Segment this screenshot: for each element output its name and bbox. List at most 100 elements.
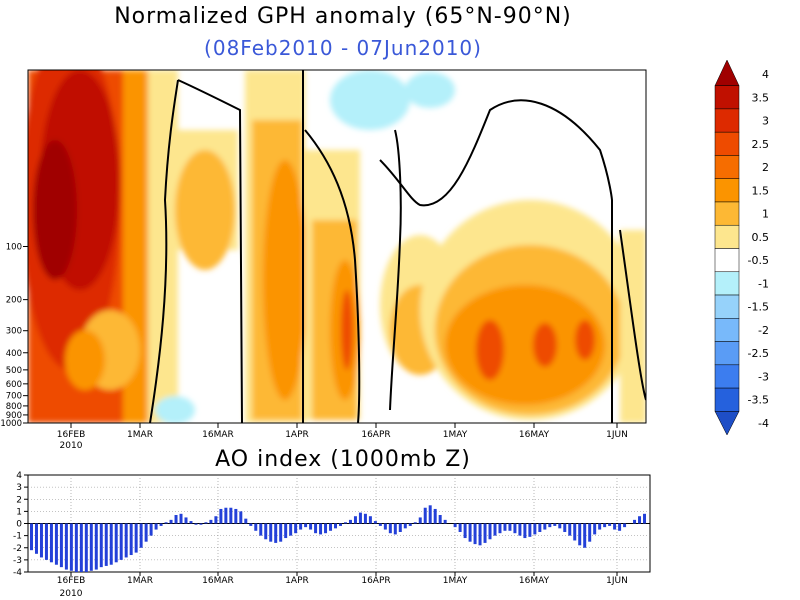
main-y-tick-label: 200: [6, 296, 22, 306]
ao-bar: [184, 517, 188, 524]
ao-x-tick-label: 1APR: [285, 576, 309, 586]
ao-bar: [533, 523, 537, 535]
main-y-tick-label: 800: [6, 402, 22, 412]
colorbar-segment: [714, 201, 740, 226]
ao-bar: [274, 523, 278, 543]
ao-bar: [109, 523, 113, 565]
colorbar-segment: [714, 85, 740, 110]
ao-bar: [164, 522, 168, 524]
ao-bar: [179, 513, 183, 524]
ao-bar: [114, 523, 118, 563]
ao-bar: [608, 523, 612, 526]
colorbar-label: 3.5: [752, 91, 770, 104]
main-x-tick-label: 16MAR: [202, 430, 234, 440]
ao-bar: [423, 507, 427, 524]
main-x-axis: 16FEB 1MAR 16MAR 1APR 16APR 1MAY 16MAY 1JUN: [57, 423, 628, 440]
ao-bar: [144, 523, 148, 542]
ao-chart-title: AO index (1000mb Z): [215, 447, 471, 472]
ao-bar: [488, 523, 492, 540]
ao-bar: [573, 523, 577, 541]
ao-bar: [583, 523, 587, 548]
ao-bar: [239, 511, 243, 524]
ao-bar: [234, 508, 238, 524]
ao-bar: [64, 523, 68, 570]
ao-y-tick-label: 1: [16, 507, 22, 517]
colorbar-segment: [714, 294, 740, 319]
ao-bar: [284, 523, 288, 539]
ao-bar: [194, 523, 198, 525]
colorbar-label: -3.5: [748, 394, 769, 407]
ao-bar: [493, 523, 497, 536]
ao-x-tick-label: 1JUN: [606, 576, 628, 586]
colorbar-label: 0.5: [752, 231, 770, 244]
main-y-tick-label: 1000: [0, 419, 22, 429]
ao-bar: [468, 523, 472, 542]
ao-bar: [618, 523, 622, 531]
ao-bar: [388, 523, 392, 534]
colorbar-label: 1.5: [752, 184, 770, 197]
ao-bar: [119, 523, 123, 560]
ao-bar: [643, 513, 647, 524]
ao-bar: [269, 523, 273, 542]
colorbar-top-arrow: [714, 59, 740, 86]
ao-bar: [403, 523, 407, 529]
ao-bar: [79, 523, 83, 572]
main-x-tick-label: 16FEB: [57, 430, 86, 440]
ao-bar: [558, 523, 562, 529]
main-x-tick-label: 1MAR: [127, 430, 153, 440]
colorbar-segment: [714, 131, 740, 156]
ao-bar: [254, 523, 258, 531]
colorbar-segment: [714, 364, 740, 389]
ao-bars: [30, 505, 647, 572]
ao-bar: [433, 508, 437, 524]
ao-bar: [373, 521, 377, 524]
ao-bar: [54, 523, 58, 565]
ao-x-tick-label: 1MAR: [127, 576, 153, 586]
main-y-tick-label: 700: [6, 392, 22, 402]
ao-bar: [458, 523, 462, 532]
main-chart-subtitle: (08Feb2010 - 07Jun2010): [204, 36, 482, 60]
ao-x-year-label: 2010: [60, 589, 83, 599]
ao-bar: [463, 523, 467, 539]
ao-bar: [503, 523, 507, 531]
colorbar-label: -0.5: [748, 254, 769, 267]
ao-bar: [343, 522, 347, 524]
ao-bar: [598, 523, 602, 530]
ao-bar: [99, 523, 103, 568]
ao-bar: [543, 523, 547, 530]
ao-bar: [84, 523, 88, 572]
ao-bar: [523, 523, 527, 539]
ao-index-bar-chart: 4 3 2 1 0 -1 -2 -3 -4 16FEB 1MAR 16MAR 1APR 16APR 1MA…: [13, 471, 651, 599]
ao-bar: [249, 523, 253, 526]
ao-bar: [129, 523, 133, 556]
colorbar-label: 2.5: [752, 138, 770, 151]
ao-bar: [174, 515, 178, 524]
ao-bar: [508, 523, 512, 531]
colorbar-segment: [714, 155, 740, 179]
ao-bar: [613, 523, 617, 530]
ao-bar: [139, 523, 143, 548]
ao-bar: [264, 523, 268, 540]
ao-bar: [478, 523, 482, 546]
ao-bar: [244, 518, 248, 524]
ao-bar: [309, 523, 313, 530]
ao-bar: [294, 523, 298, 534]
ao-y-tick-label: -2: [13, 544, 22, 554]
ao-x-tick-label: 16MAR: [202, 576, 234, 586]
ao-bar: [603, 523, 607, 528]
ao-bar: [593, 523, 597, 535]
ao-bar: [588, 523, 592, 542]
ao-x-tick-label: 16FEB: [57, 576, 86, 586]
colorbar-label: 4: [762, 68, 769, 81]
colorbar-label: -3: [758, 370, 769, 383]
colorbar-segment: [714, 387, 740, 412]
ao-bar: [89, 523, 93, 571]
ao-bar: [638, 516, 642, 524]
ao-bar: [314, 523, 318, 534]
ao-bar: [453, 523, 457, 528]
ao-bar: [633, 519, 637, 524]
ao-bar: [428, 505, 432, 524]
ao-bar: [34, 523, 38, 554]
ao-x-tick-label: 16APR: [361, 576, 390, 586]
